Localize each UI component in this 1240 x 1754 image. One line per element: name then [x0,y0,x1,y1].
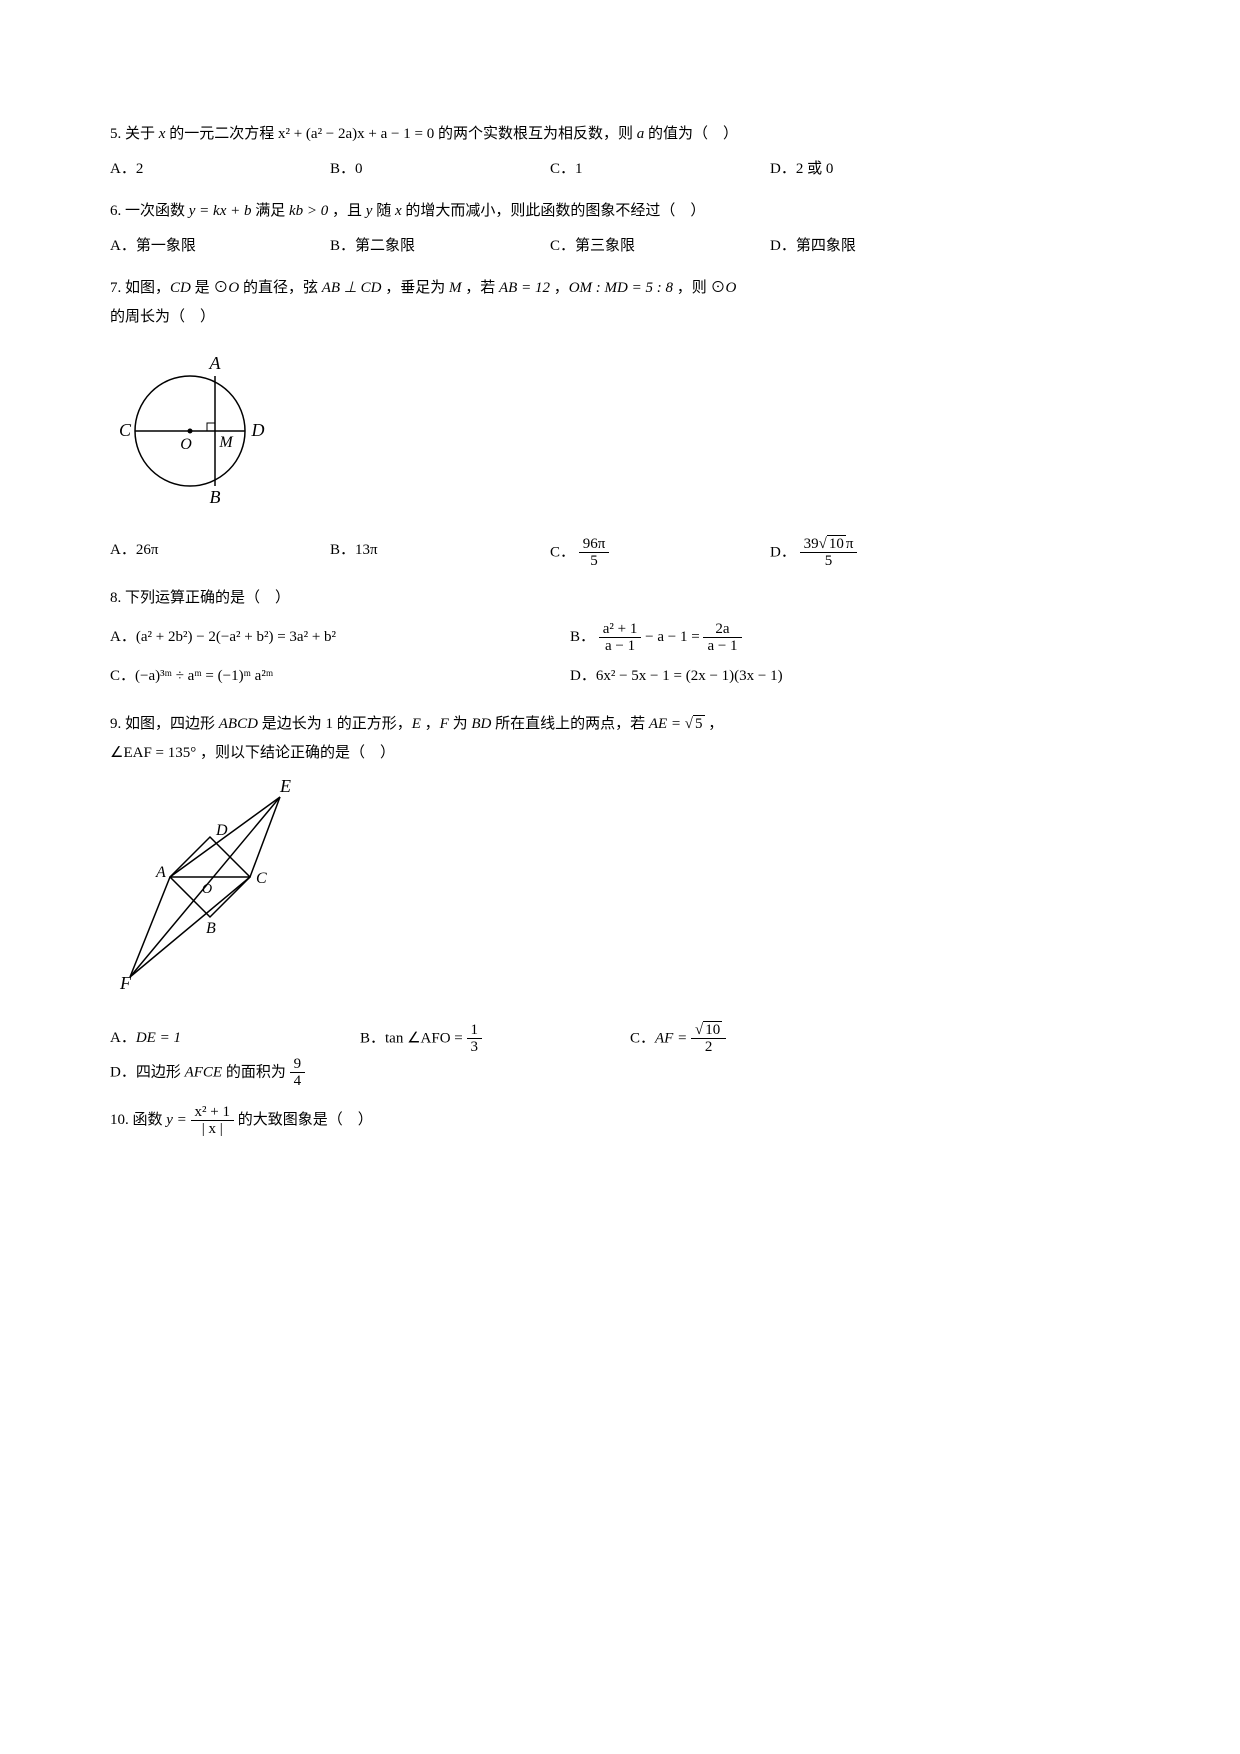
q9-opt-d[interactable]: D．四边形 AFCE 的面积为 94 [110,1056,390,1090]
q7-opt-b[interactable]: B．13π [330,536,550,570]
q5-options: A．2 B．0 C．1 D．2 或 0 [110,155,1130,184]
q10-text: 10. 函数 y = x² + 1| x | 的大致图象是（ ） [110,1112,373,1128]
question-6: 6. 一次函数 y = kx + b 满足 kb > 0 ，且 y 随 x 的增… [110,197,1130,260]
q9-line2: ∠EAF = 135° ，则以下结论正确的是（ ） [110,739,1130,768]
q6-opt-c[interactable]: C．第三象限 [550,232,770,261]
svg-text:O: O [180,436,192,453]
q9-text: 9. 如图，四边形 ABCD 是边长为 1 的正方形，E ，F 为 BD 所在直… [110,716,723,732]
q6-text: 6. 一次函数 y = kx + b 满足 kb > 0 ，且 y 随 x 的增… [110,203,705,219]
q8-options: A．(a² + 2b²) − 2(−a² + b²) = 3a² + b² B．… [110,618,1130,696]
svg-text:B: B [210,487,221,507]
q8-opt-b[interactable]: B． a² + 1a − 1 − a − 1 = 2aa − 1 [570,618,1030,657]
q6-opt-b[interactable]: B．第二象限 [330,232,550,261]
q9-opt-a[interactable]: A．DE = 1 [110,1024,320,1053]
q7-opt-d[interactable]: D． 3910π 5 [770,536,990,570]
q5-opt-b[interactable]: B．0 [330,155,550,184]
q6-options: A．第一象限 B．第二象限 C．第三象限 D．第四象限 [110,232,1130,261]
svg-text:A: A [155,864,166,881]
q7-figure: A B C D O M [110,341,1130,522]
question-9: 9. 如图，四边形 ABCD 是边长为 1 的正方形，E ，F 为 BD 所在直… [110,710,1130,1090]
q7-text: 7. 如图，CD 是 ⊙O 的直径，弦 AB ⊥ CD ，垂足为 M ，若 AB… [110,280,736,296]
q8-opt-d[interactable]: D．6x² − 5x − 1 = (2x − 1)(3x − 1) [570,657,1030,696]
q9-opt-c[interactable]: C．AF = 102 [630,1022,830,1056]
q7-opt-a[interactable]: A．26π [110,536,330,570]
q8-stem: 8. 下列运算正确的是（ ） [110,584,1130,613]
question-10: 10. 函数 y = x² + 1| x | 的大致图象是（ ） [110,1104,1130,1138]
q6-opt-d[interactable]: D．第四象限 [770,232,990,261]
q6-opt-a[interactable]: A．第一象限 [110,232,330,261]
q7-options: A．26π B．13π C． 96π5 D． 3910π 5 [110,536,1130,570]
svg-text:C: C [256,870,267,887]
question-8: 8. 下列运算正确的是（ ） A．(a² + 2b²) − 2(−a² + b²… [110,584,1130,697]
q5-text: 5. 关于 x 的一元二次方程 x² + (a² − 2a)x + a − 1 … [110,126,738,142]
svg-text:B: B [206,920,216,937]
q8-opt-c[interactable]: C．(−a)³ᵐ ÷ aᵐ = (−1)ᵐ a²ᵐ [110,657,570,696]
svg-text:A: A [209,353,222,373]
svg-text:D: D [215,822,228,839]
q5-opt-d[interactable]: D．2 或 0 [770,155,990,184]
q9-opt-b[interactable]: B．tan ∠AFO = 13 [360,1022,590,1056]
svg-text:O: O [202,882,212,897]
q8-opt-a[interactable]: A．(a² + 2b²) − 2(−a² + b²) = 3a² + b² [110,618,570,657]
svg-text:D: D [251,420,265,440]
question-7: 7. 如图，CD 是 ⊙O 的直径，弦 AB ⊥ CD ，垂足为 M ，若 AB… [110,274,1130,570]
svg-text:C: C [119,420,132,440]
q7-opt-c[interactable]: C． 96π5 [550,536,770,570]
q5-opt-c[interactable]: C．1 [550,155,770,184]
q9-options: A．DE = 1 B．tan ∠AFO = 13 C．AF = 102 D．四边… [110,1022,1130,1090]
svg-text:M: M [218,434,234,451]
question-5: 5. 关于 x 的一元二次方程 x² + (a² − 2a)x + a − 1 … [110,120,1130,183]
q9-figure: E F A B C D O [110,777,1130,1008]
svg-text:E: E [279,777,291,796]
q7-line2: 的周长为（ ） [110,303,1130,332]
q5-opt-a[interactable]: A．2 [110,155,330,184]
svg-text:F: F [119,973,132,993]
